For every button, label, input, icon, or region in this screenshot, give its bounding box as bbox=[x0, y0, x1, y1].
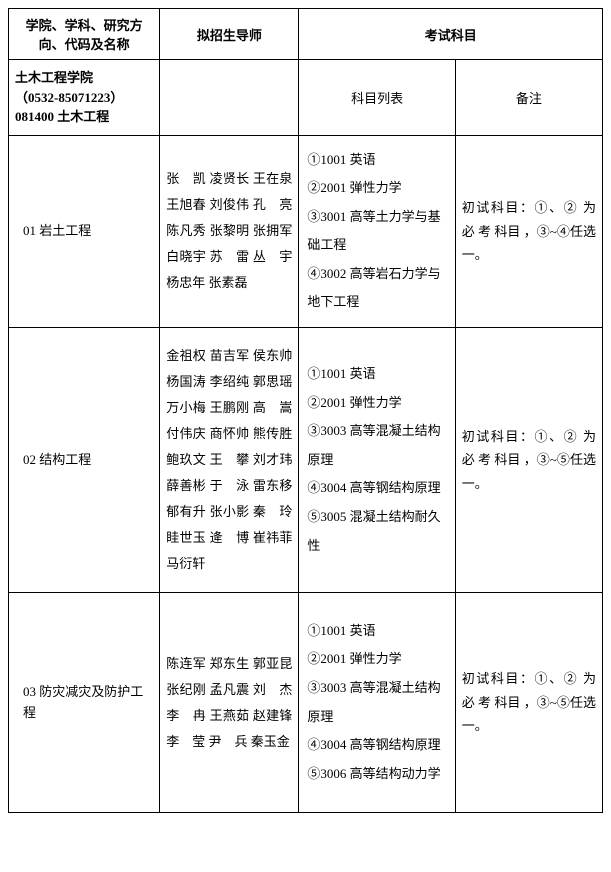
remark-cell-2: 初试科目：①、② 为 必 考 科目 ，③~⑤任选一。 bbox=[455, 593, 602, 813]
college-name: 土木工程学院 bbox=[15, 68, 153, 88]
table-row: 01 岩土工程 张 凯 凌贤长 王在泉 王旭春 刘俊伟 孔 亮 陈凡秀 张黎明 … bbox=[9, 135, 603, 328]
major-code: 081400 土木工程 bbox=[15, 107, 153, 127]
supervisor-cell-0: 张 凯 凌贤长 王在泉 王旭春 刘俊伟 孔 亮 陈凡秀 张黎明 张拥军 白晓宇 … bbox=[160, 135, 299, 328]
remark-cell-1: 初试科目：①、② 为 必 考 科目 ，③~⑤任选一。 bbox=[455, 328, 602, 593]
subheader-subjects: 科目列表 bbox=[299, 60, 455, 136]
remark-cell-0: 初试科目：①、② 为 必 考 科目 ，③~④任选一。 bbox=[455, 135, 602, 328]
college-row: 土木工程学院 （0532-85071223） 081400 土木工程 科目列表 … bbox=[9, 60, 603, 136]
table-row: 02 结构工程 金祖权 苗吉军 侯东帅 杨国涛 李绍纯 郭思瑶 万小梅 王鹏刚 … bbox=[9, 328, 603, 593]
header-col2: 拟招生导师 bbox=[160, 9, 299, 60]
table-row: 03 防灾减灾及防护工程 陈连军 郑东生 郭亚昆 张纪刚 孟凡震 刘 杰 李 冉… bbox=[9, 593, 603, 813]
subheader-remark: 备注 bbox=[455, 60, 602, 136]
header-col1: 学院、学科、研究方向、代码及名称 bbox=[9, 9, 160, 60]
subject-cell-0: ①1001 英语 ②2001 弹性力学 ③3001 高等土力学与基础工程 ④30… bbox=[299, 135, 455, 328]
direction-cell-2: 03 防灾减灾及防护工程 bbox=[9, 593, 160, 813]
subject-cell-1: ①1001 英语 ②2001 弹性力学 ③3003 高等混凝土结构原理 ④300… bbox=[299, 328, 455, 593]
direction-cell-0: 01 岩土工程 bbox=[9, 135, 160, 328]
supervisor-cell-1: 金祖权 苗吉军 侯东帅 杨国涛 李绍纯 郭思瑶 万小梅 王鹏刚 高 嵩 付伟庆 … bbox=[160, 328, 299, 593]
college-cell: 土木工程学院 （0532-85071223） 081400 土木工程 bbox=[9, 60, 160, 136]
direction-cell-1: 02 结构工程 bbox=[9, 328, 160, 593]
subject-cell-2: ①1001 英语 ②2001 弹性力学 ③3003 高等混凝土结构原理 ④300… bbox=[299, 593, 455, 813]
admissions-table: 学院、学科、研究方向、代码及名称 拟招生导师 考试科目 土木工程学院 （0532… bbox=[8, 8, 603, 813]
header-row-1: 学院、学科、研究方向、代码及名称 拟招生导师 考试科目 bbox=[9, 9, 603, 60]
supervisor-cell-2: 陈连军 郑东生 郭亚昆 张纪刚 孟凡震 刘 杰 李 冉 王燕茹 赵建锋 李 莹 … bbox=[160, 593, 299, 813]
college-phone: （0532-85071223） bbox=[15, 88, 153, 108]
college-supervisor-empty bbox=[160, 60, 299, 136]
header-col3-main: 考试科目 bbox=[299, 9, 603, 60]
